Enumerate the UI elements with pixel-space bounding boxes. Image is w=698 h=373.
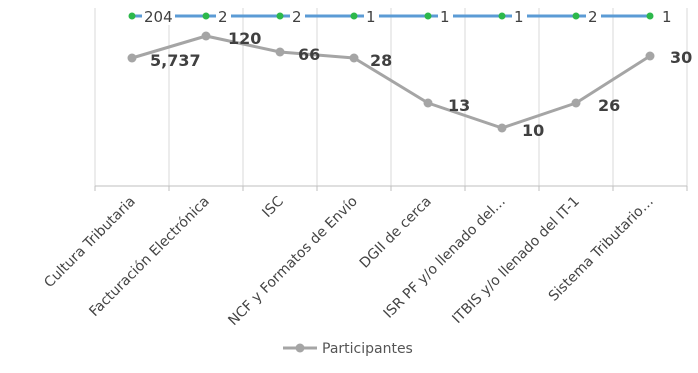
data-label: 204 <box>144 8 173 26</box>
legend-marker <box>295 343 305 353</box>
data-label-bg <box>216 7 231 25</box>
point-participantes <box>349 53 359 63</box>
legend: Participantes <box>283 341 413 357</box>
x-axis <box>94 185 688 191</box>
point-blue <box>646 12 654 20</box>
data-label: 1 <box>366 8 376 26</box>
data-label: 26 <box>598 96 620 115</box>
point-participantes <box>497 123 507 133</box>
point-blue <box>498 12 506 20</box>
gridlines <box>94 8 688 186</box>
data-label: 2 <box>292 8 302 26</box>
data-label: 66 <box>298 45 320 64</box>
data-label: 1 <box>514 8 524 26</box>
data-label: 10 <box>522 121 544 140</box>
category-label: ITBIS y/o llenado del IT-1 <box>449 194 582 327</box>
category-label: NCF y Formatos de Envío <box>225 194 360 329</box>
data-label-bg <box>364 7 379 25</box>
data-label-bg <box>438 7 453 25</box>
series-line-participantes <box>131 34 651 130</box>
category-label: ISR PF y/o llenado del… <box>381 194 509 322</box>
point-blue <box>128 12 136 20</box>
point-participantes <box>571 98 581 108</box>
category-label: Facturación Electrónica <box>86 194 212 320</box>
point-blue <box>202 12 210 20</box>
data-label-bg <box>512 7 527 25</box>
data-label-bg <box>290 7 305 25</box>
data-label: 2 <box>588 8 598 26</box>
point-participantes <box>423 98 433 108</box>
category-label: ISC <box>259 193 287 221</box>
legend-entry: Participantes <box>322 341 413 357</box>
data-label-bg <box>586 7 601 25</box>
category-label: DGII de cerca <box>357 194 435 272</box>
data-label: 2 <box>218 8 228 26</box>
data-label-bg <box>660 7 675 25</box>
point-participantes <box>127 53 137 63</box>
data-label: 120 <box>228 29 261 48</box>
data-label: 30 <box>670 48 692 67</box>
point-blue <box>276 12 284 20</box>
data-label: 5,737 <box>150 51 201 70</box>
point-blue <box>424 12 432 20</box>
data-labels: 204 2 2 1 1 1 2 1 5,737 120 66 28 13 10 26 30 <box>142 7 692 140</box>
point-blue <box>350 12 358 20</box>
data-label: 1 <box>440 8 450 26</box>
point-blue <box>572 12 580 20</box>
data-label: 13 <box>448 96 470 115</box>
point-participantes <box>645 51 655 61</box>
data-label: 28 <box>370 51 392 70</box>
point-participantes <box>201 31 211 41</box>
data-label: 1 <box>662 8 672 26</box>
point-participantes <box>275 47 285 57</box>
data-label-bg <box>142 7 175 25</box>
